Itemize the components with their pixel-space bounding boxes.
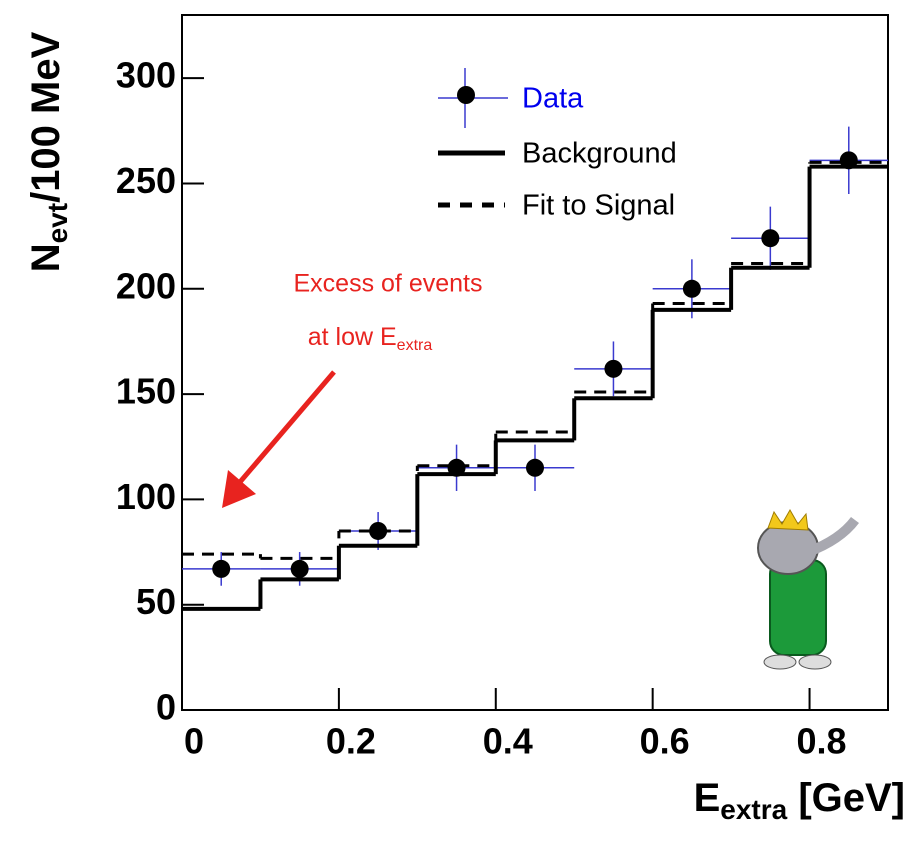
data-point xyxy=(682,279,701,298)
y-tick-label: 50 xyxy=(136,581,176,622)
x-axis-title: [GeV] xyxy=(787,776,905,820)
x-tick-label: 0.8 xyxy=(797,721,847,762)
legend-label: Fit to Signal xyxy=(522,190,675,222)
mascot-icon xyxy=(757,508,859,670)
y-tick-label: 150 xyxy=(116,371,176,412)
legend-label: Background xyxy=(522,138,677,170)
plot-frame xyxy=(181,14,889,711)
y-tick-label: 0 xyxy=(156,687,176,728)
annotation-arrow xyxy=(238,370,336,484)
y-tick-label: 200 xyxy=(116,265,176,306)
mascot-trunk xyxy=(806,516,859,557)
x-axis-title: Eextra [GeV] xyxy=(694,776,905,826)
annotation-arrowhead xyxy=(222,470,256,508)
mascot-foot xyxy=(763,654,797,670)
legend-marker xyxy=(457,86,475,104)
y-tick-label: 100 xyxy=(116,476,176,517)
annotation-text: at low Eextra xyxy=(308,323,433,355)
x-tick-label: 0.4 xyxy=(483,721,533,762)
data-point xyxy=(604,359,623,378)
x-tick-label: 0 xyxy=(184,721,204,762)
y-tick-label: 300 xyxy=(116,55,176,96)
data-point xyxy=(212,559,231,578)
y-tick-label: 250 xyxy=(116,160,176,201)
y-axis-title: /100 MeV xyxy=(24,31,68,203)
data-point xyxy=(369,521,388,540)
y-axis-title: Nevt/100 MeV xyxy=(24,31,74,272)
annotation-text: at low E xyxy=(308,323,397,351)
x-tick-label: 0.6 xyxy=(640,721,690,762)
mascot-body xyxy=(769,559,827,656)
x-axis-subscript: extra xyxy=(720,794,787,825)
mascot-foot xyxy=(798,654,832,670)
step-line xyxy=(182,160,888,560)
annotation-text: Excess of events xyxy=(294,270,483,298)
legend-label: Data xyxy=(522,83,584,115)
x-tick-label: 0.2 xyxy=(326,721,376,762)
mascot-crown xyxy=(767,508,809,531)
data-points xyxy=(182,126,888,586)
data-point xyxy=(761,229,780,248)
data-point xyxy=(526,458,544,477)
x-axis-title: E xyxy=(694,776,721,820)
data-point xyxy=(290,559,309,578)
annotation-subscript: extra xyxy=(397,337,433,354)
y-axis-subscript: evt xyxy=(42,203,73,243)
y-axis-title: N xyxy=(24,243,68,272)
